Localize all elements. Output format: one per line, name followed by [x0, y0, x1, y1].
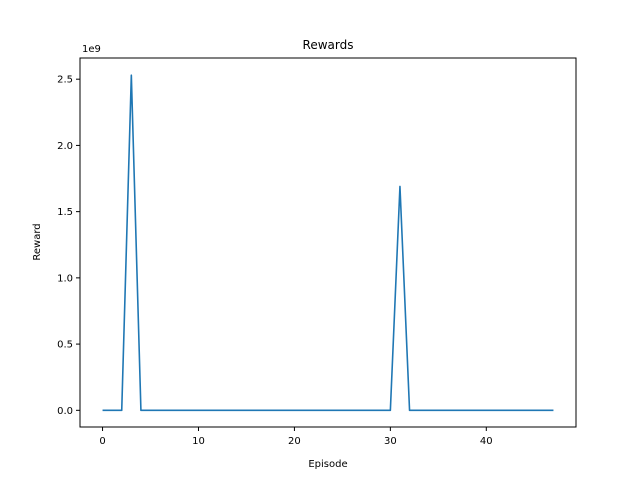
x-axis: 0 10 20 30 40: [99, 427, 493, 447]
x-tick-label: 30: [384, 436, 397, 447]
series-line: [102, 74, 554, 412]
y-axis-label: Reward: [32, 223, 43, 260]
x-tick-label: 40: [480, 436, 493, 447]
y-tick-label: 1.5: [57, 207, 73, 218]
x-tick-label: 0: [99, 436, 105, 447]
axes-frame: [79, 57, 577, 428]
chart-title: Rewards: [303, 38, 354, 52]
y-axis: 0.0 0.5 1.0 1.5 2.0 2.5: [57, 75, 80, 417]
y-tick-label: 0.0: [57, 406, 73, 417]
y-tick-label: 0.5: [57, 340, 73, 351]
x-axis-label: Episode: [308, 459, 347, 470]
y-tick-label: 2.5: [57, 75, 73, 86]
y-tick-label: 2.0: [57, 141, 73, 152]
y-offset-label: 1e9: [82, 44, 101, 55]
plot-area: [102, 74, 554, 412]
y-tick-label: 1.0: [57, 273, 73, 284]
x-tick-label: 20: [288, 436, 301, 447]
x-tick-label: 10: [192, 436, 205, 447]
